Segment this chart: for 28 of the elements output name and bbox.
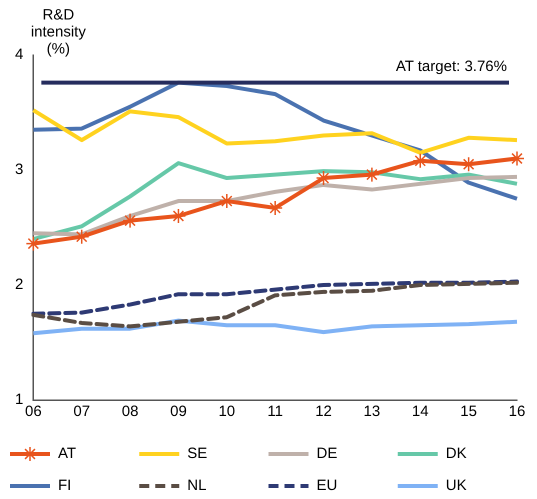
y-tick-label: 4 xyxy=(15,46,24,64)
y-tick-label: 2 xyxy=(15,276,24,294)
y-axis-title: R&D intensity (%) xyxy=(30,6,86,58)
line-series xyxy=(31,280,519,328)
x-tick-label: 13 xyxy=(364,403,380,420)
x-tick-label: 14 xyxy=(412,403,429,420)
legend-label: FI xyxy=(58,477,72,494)
x-tick-label: 11 xyxy=(267,403,283,420)
point xyxy=(267,200,283,216)
x-tick-label: 10 xyxy=(218,403,236,420)
legend-label: NL xyxy=(187,477,206,494)
legend-label: DE xyxy=(316,445,338,462)
ref-line-label: AT target: 3.76% xyxy=(396,58,507,76)
x-tick-label: 09 xyxy=(170,403,187,420)
x-tick-label: 06 xyxy=(25,403,42,420)
line-series xyxy=(31,280,519,316)
x-tick-label: 15 xyxy=(460,403,477,420)
legend-label: AT xyxy=(58,445,76,462)
x-tick-label: 12 xyxy=(315,403,332,420)
legend-label: DK xyxy=(446,445,467,462)
legend-label: EU xyxy=(316,477,338,494)
legend-label: SE xyxy=(187,445,208,462)
legend-label: UK xyxy=(446,477,467,494)
x-tick-label: 07 xyxy=(73,403,90,420)
x-tick-label: 16 xyxy=(508,403,526,420)
y-tick-label: 3 xyxy=(15,161,24,178)
x-tick-label: 08 xyxy=(122,403,138,420)
y-tick-label: 1 xyxy=(15,391,24,408)
